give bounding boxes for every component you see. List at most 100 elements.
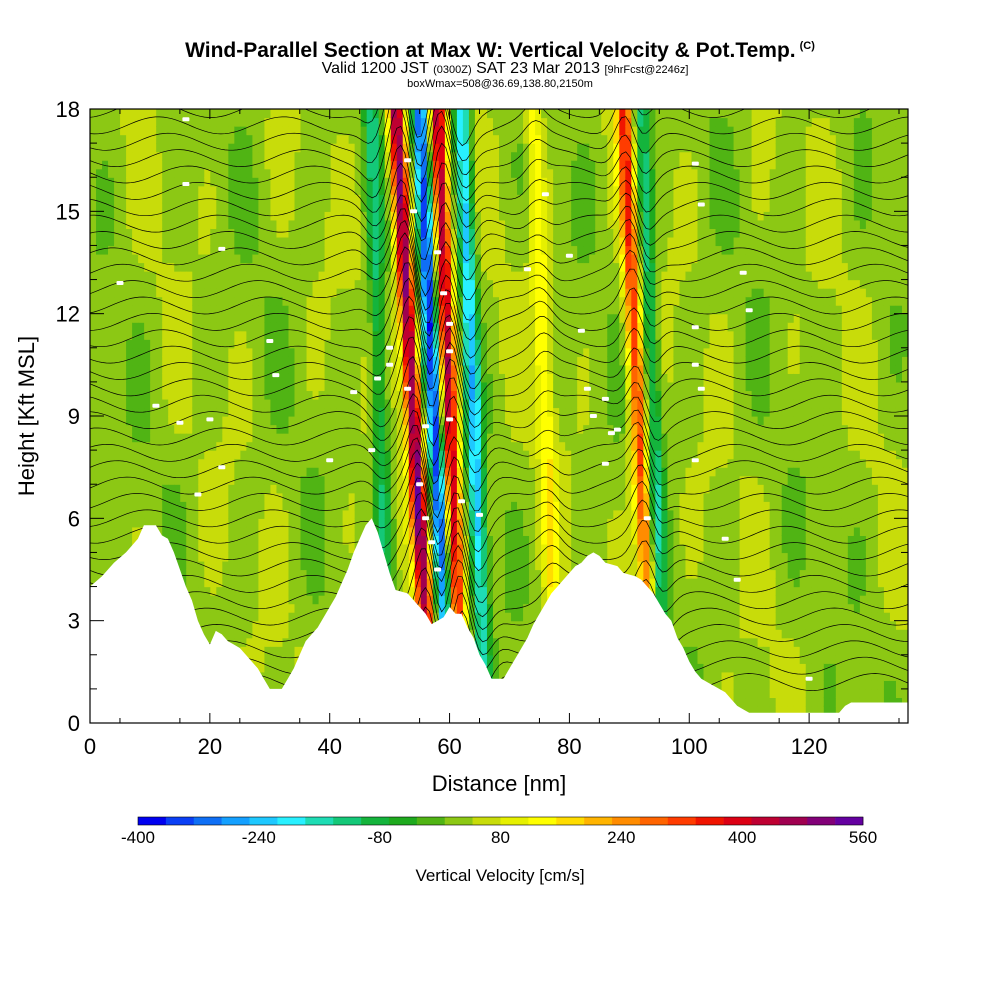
velocity-cell	[499, 501, 506, 511]
velocity-cell	[499, 236, 506, 247]
velocity-cell	[438, 586, 446, 596]
velocity-cell	[216, 492, 223, 502]
velocity-cell	[438, 253, 446, 264]
velocity-cell	[300, 296, 308, 306]
velocity-cell	[474, 475, 482, 485]
velocity-cell	[505, 586, 512, 596]
velocity-cell	[120, 202, 127, 212]
velocity-cell	[438, 526, 446, 536]
velocity-cell	[336, 236, 344, 247]
velocity-cell	[486, 185, 494, 195]
velocity-cell	[240, 305, 247, 315]
velocity-cell	[198, 526, 205, 536]
velocity-cell	[108, 509, 115, 519]
velocity-cell	[499, 245, 506, 255]
velocity-cell	[499, 458, 506, 468]
velocity-cell	[372, 236, 380, 247]
velocity-cell	[180, 347, 187, 357]
velocity-cell	[318, 603, 326, 613]
velocity-cell	[390, 245, 398, 255]
velocity-cell	[486, 467, 494, 477]
velocity-cell	[252, 390, 260, 400]
velocity-cell	[264, 433, 272, 443]
velocity-cell	[252, 543, 260, 554]
velocity-cell	[444, 211, 452, 221]
velocity-cell	[270, 313, 278, 323]
velocity-cell	[282, 535, 290, 545]
velocity-cell	[456, 143, 464, 153]
velocity-cell	[120, 390, 127, 400]
velocity-cell	[468, 458, 476, 468]
velocity-cell	[378, 202, 386, 212]
velocity-cell	[264, 271, 272, 281]
velocity-cell	[210, 407, 217, 417]
velocity-cell	[372, 177, 380, 187]
velocity-cell	[474, 586, 482, 596]
velocity-cell	[318, 433, 326, 443]
velocity-cell	[408, 253, 416, 264]
velocity-cell	[354, 194, 362, 204]
velocity-cell	[342, 526, 350, 536]
velocity-cell	[282, 663, 290, 673]
velocity-cell	[414, 467, 422, 477]
velocity-cell	[258, 296, 266, 306]
velocity-cell	[156, 151, 163, 161]
velocity-cell	[318, 595, 326, 605]
velocity-cell	[180, 262, 187, 272]
velocity-cell	[486, 339, 494, 349]
velocity-cell	[120, 296, 127, 306]
velocity-cell	[420, 526, 428, 536]
velocity-cell	[210, 356, 217, 366]
velocity-cell	[156, 117, 163, 127]
velocity-cell	[174, 424, 181, 434]
velocity-cell	[270, 416, 278, 426]
velocity-cell	[114, 305, 121, 315]
velocity-cell	[126, 117, 133, 127]
velocity-cell	[360, 236, 368, 247]
velocity-cell	[342, 475, 350, 485]
velocity-cell	[114, 407, 121, 417]
velocity-cell	[132, 398, 139, 409]
velocity-cell	[348, 126, 356, 136]
velocity-cell	[90, 262, 97, 272]
velocity-cell	[162, 526, 169, 536]
velocity-cell	[180, 322, 187, 332]
velocity-cell	[372, 228, 380, 238]
velocity-cell	[318, 245, 326, 255]
velocity-cell	[432, 458, 440, 468]
velocity-cell	[270, 509, 278, 519]
velocity-cell	[462, 612, 470, 622]
velocity-cell	[396, 433, 404, 443]
velocity-cell	[234, 407, 241, 417]
velocity-cell	[390, 288, 398, 298]
velocity-cell	[270, 168, 278, 178]
velocity-cell	[312, 424, 320, 434]
velocity-cell	[366, 160, 374, 170]
velocity-cell	[252, 518, 260, 528]
velocity-cell	[192, 552, 199, 562]
velocity-cell	[288, 492, 296, 502]
velocity-cell	[96, 262, 103, 272]
velocity-cell	[499, 339, 506, 349]
velocity-cell	[198, 398, 205, 409]
velocity-cell	[210, 211, 217, 221]
velocity-cell	[216, 253, 223, 264]
velocity-cell	[216, 612, 223, 622]
velocity-cell	[450, 202, 458, 212]
velocity-cell	[156, 194, 163, 204]
velocity-cell	[282, 475, 290, 485]
velocity-cell	[294, 228, 302, 238]
velocity-cell	[270, 484, 278, 494]
velocity-cell	[168, 458, 175, 468]
velocity-cell	[240, 509, 247, 519]
velocity-cell	[318, 501, 326, 511]
velocity-cell	[180, 194, 187, 204]
velocity-cell	[336, 253, 344, 264]
velocity-cell	[186, 424, 193, 434]
velocity-cell	[162, 262, 169, 272]
velocity-cell	[384, 262, 392, 272]
velocity-cell	[240, 560, 247, 571]
velocity-cell	[90, 450, 97, 460]
velocity-cell	[192, 151, 199, 161]
velocity-cell	[252, 177, 260, 187]
